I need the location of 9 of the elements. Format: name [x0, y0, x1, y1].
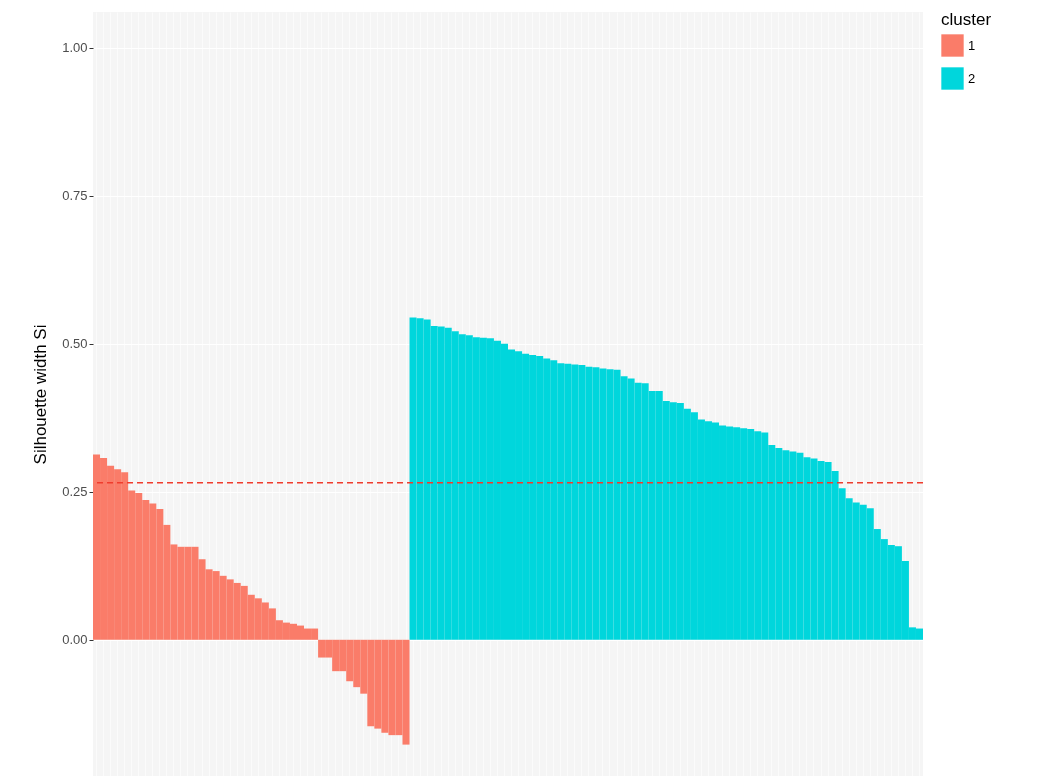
y-axis-title: Silhouette width Si	[31, 324, 51, 465]
legend-title: cluster	[941, 10, 992, 29]
legend-label: 1	[968, 37, 976, 53]
y-tick-label: 0.75	[62, 188, 88, 204]
legend-label: 2	[968, 70, 976, 86]
y-tick-label: 0.00	[62, 632, 88, 648]
y-tick-label: 1.00	[62, 40, 88, 56]
y-tick-label: 0.50	[62, 336, 88, 352]
y-tick-label: 0.25	[62, 484, 88, 500]
